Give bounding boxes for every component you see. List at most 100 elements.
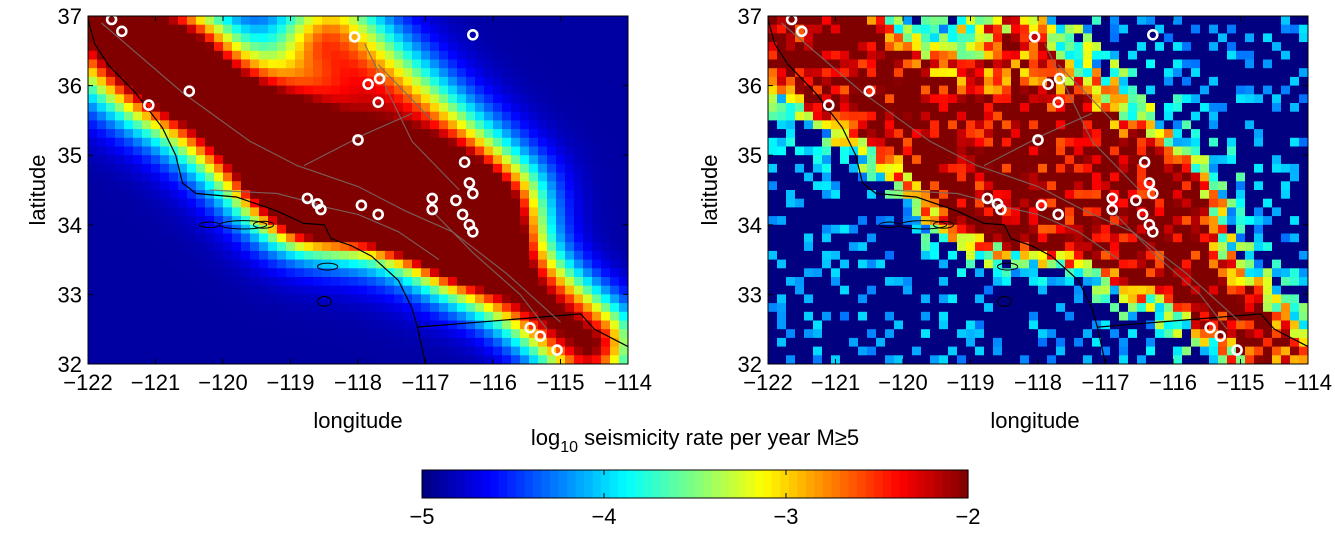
right-heatmap-cell [1272, 94, 1282, 104]
right-heatmap-cell [984, 233, 994, 243]
left-heatmap-cell [97, 285, 107, 295]
left-heatmap-cell [493, 355, 503, 364]
left-y-tick-label: 32 [58, 352, 82, 377]
left-heatmap-cell [178, 268, 188, 278]
left-heatmap-cell [97, 320, 107, 330]
left-heatmap-cell [169, 129, 179, 139]
right-heatmap-cell [1146, 329, 1156, 339]
left-heatmap-cell [529, 33, 539, 43]
right-heatmap-cell [939, 311, 949, 322]
right-heatmap-cell [1011, 207, 1021, 217]
left-heatmap-cell [106, 137, 116, 148]
left-heatmap-cell [106, 172, 116, 182]
left-heatmap-cell [259, 85, 269, 95]
right-heatmap-cell [1065, 129, 1075, 139]
right-heatmap-cell [1065, 42, 1075, 52]
right-heatmap-cell [1164, 242, 1174, 252]
left-heatmap-cell [304, 68, 314, 78]
right-heatmap-cell [966, 172, 976, 182]
left-heatmap-cell [241, 207, 251, 217]
left-heatmap-cell [304, 233, 314, 243]
left-heatmap-cell [547, 94, 557, 104]
left-heatmap-cell [214, 181, 224, 191]
left-heatmap-cell [574, 216, 584, 226]
right-heatmap-cell [1155, 259, 1165, 269]
right-heatmap-cell [876, 224, 886, 235]
right-heatmap-cell [1263, 207, 1273, 217]
right-heatmap-cell [1164, 137, 1174, 148]
right-heatmap-cell [768, 285, 778, 295]
left-heatmap-cell [205, 250, 215, 261]
left-heatmap-cell [169, 250, 179, 261]
right-heatmap-cell [1119, 198, 1129, 208]
right-heatmap-cell [948, 337, 958, 348]
right-heatmap-cell [1209, 24, 1219, 34]
left-heatmap-cell [484, 250, 494, 261]
left-heatmap-cell [430, 50, 440, 61]
right-heatmap-cell [1272, 172, 1282, 182]
right-heatmap-cell [1173, 172, 1183, 182]
left-heatmap-cell [412, 50, 422, 61]
left-heatmap-cell [556, 103, 566, 113]
left-heatmap-cell [421, 277, 431, 287]
right-heatmap-cell [1065, 355, 1075, 364]
left-heatmap-cell [115, 259, 125, 269]
left-heatmap-cell [367, 146, 377, 156]
right-heatmap-cell [939, 129, 949, 139]
left-heatmap-cell [610, 320, 620, 330]
left-heatmap-cell [97, 311, 107, 322]
left-heatmap-cell [106, 181, 116, 191]
right-heatmap-cell [1173, 16, 1183, 26]
left-heatmap-cell [277, 250, 287, 261]
left-heatmap-cell [502, 355, 512, 364]
right-heatmap-cell [1074, 50, 1084, 61]
right-heatmap-cell [1209, 68, 1219, 78]
right-heatmap-cell [1299, 250, 1308, 261]
right-heatmap-cell [1083, 163, 1093, 174]
left-heatmap-cell [394, 172, 404, 182]
left-heatmap-cell [106, 111, 116, 121]
right-heatmap-cell [1011, 50, 1021, 61]
right-heatmap-cell [849, 50, 859, 61]
right-heatmap-cell [1254, 259, 1264, 269]
right-heatmap-cell [1011, 16, 1021, 26]
left-heatmap-cell [178, 68, 188, 78]
right-heatmap-cell [1200, 85, 1210, 95]
left-heatmap-cell [574, 172, 584, 182]
left-heatmap-cell [196, 277, 206, 287]
right-heatmap-cell [957, 129, 967, 139]
left-heatmap-cell [160, 76, 170, 87]
left-heatmap-cell [106, 303, 116, 313]
left-heatmap-cell [619, 277, 628, 287]
right-heatmap-cell [1164, 42, 1174, 52]
right-heatmap-cell [1218, 268, 1228, 278]
left-heatmap-cell [250, 207, 260, 217]
right-heatmap-cell [768, 303, 778, 313]
left-heatmap-cell [520, 16, 530, 26]
left-heatmap-cell [223, 285, 233, 295]
left-heatmap-cell [331, 198, 341, 208]
right-heatmap-cell [1110, 355, 1120, 364]
right-heatmap-cell [984, 329, 994, 339]
right-heatmap-cell [1092, 250, 1102, 261]
left-heatmap-cell [484, 259, 494, 269]
right-heatmap-cell [975, 233, 985, 243]
left-heatmap-cell [322, 103, 332, 113]
left-heatmap-cell [259, 329, 269, 339]
right-heatmap-cell [930, 111, 940, 121]
left-heatmap-cell [565, 190, 575, 200]
right-heatmap-cell [786, 24, 796, 34]
right-heatmap-cell [804, 146, 814, 156]
left-state-border [417, 313, 628, 348]
right-heatmap-cell [1128, 303, 1138, 313]
right-heatmap-cell [1227, 337, 1237, 348]
left-heatmap-cell [502, 311, 512, 322]
left-heatmap-cell [313, 285, 323, 295]
left-heatmap-cell [484, 277, 494, 287]
left-heatmap-cell [106, 163, 116, 174]
right-heatmap-cell [903, 346, 913, 356]
right-heatmap-cell [1182, 242, 1192, 252]
right-heatmap-cell [885, 120, 895, 130]
left-heatmap-cell [610, 329, 620, 339]
right-heatmap-cell [1290, 198, 1300, 208]
